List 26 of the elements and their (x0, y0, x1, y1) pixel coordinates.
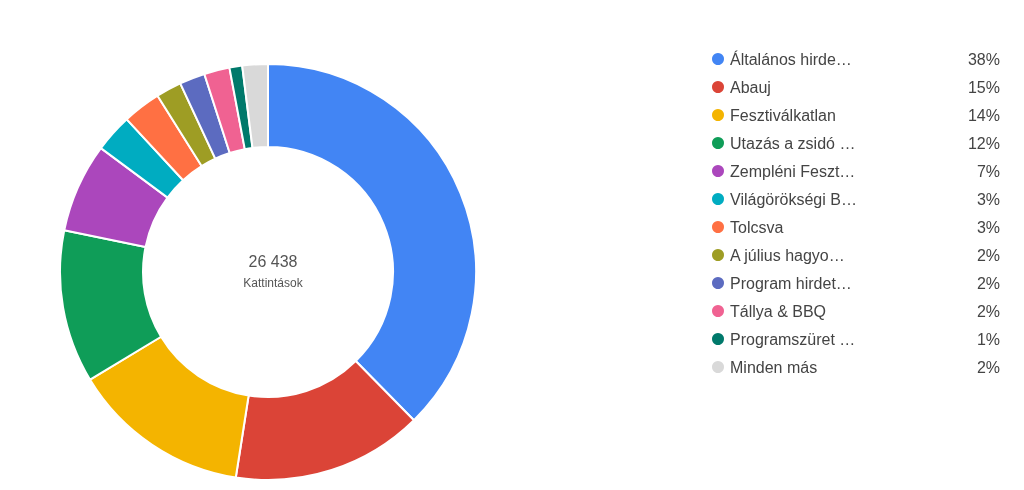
text: 26 438 (248, 252, 298, 270)
legend-label: Utazás a zsidó … (730, 134, 856, 152)
data-label: 38% (967, 50, 1000, 68)
legend-label: Világörökségi B… (730, 190, 857, 208)
data-label: 3% (976, 190, 1000, 208)
legend-label: Programszüret … (730, 330, 856, 348)
data-label: 2% (976, 274, 1000, 292)
data-label: 2% (976, 358, 1000, 376)
data-label: 1% (976, 330, 1000, 348)
data-label: 7% (976, 162, 1000, 180)
legend-label: Tolcsva (730, 218, 784, 236)
data-label: 14% (967, 106, 1000, 124)
data-label: 3% (976, 218, 1000, 236)
legend-label: Program hirdet… (730, 274, 852, 292)
legend-label: Általános hirde… (730, 49, 852, 68)
legend-label: Abauj (730, 78, 771, 96)
legend-label: Zempléni Feszt… (730, 162, 856, 180)
legend-label: Tállya & BBQ (730, 302, 827, 320)
legend-label: A július hagyo… (730, 246, 845, 264)
legend-label: Fesztiválkatlan (730, 106, 836, 124)
data-label: 2% (976, 246, 1000, 264)
data-label: 15% (967, 78, 1000, 96)
legend-label: Minden más (730, 358, 818, 376)
data-label: 12% (967, 134, 1000, 152)
data-label: 2% (976, 302, 1000, 320)
text: Kattintások (243, 276, 304, 290)
